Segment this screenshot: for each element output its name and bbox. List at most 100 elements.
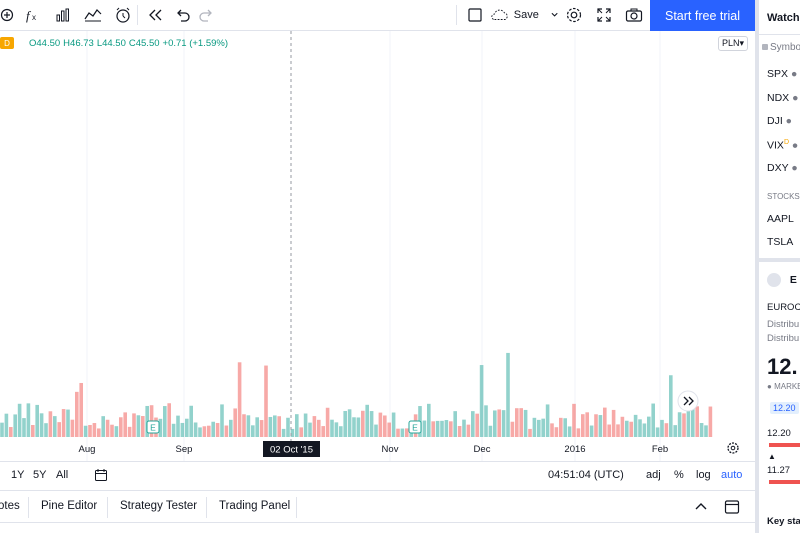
interval-badge[interactable]: D bbox=[0, 37, 14, 49]
volume-bar bbox=[268, 416, 273, 437]
volume-bar bbox=[242, 414, 246, 437]
volume-bar bbox=[198, 427, 202, 437]
range-all[interactable]: All bbox=[56, 469, 69, 481]
range-5y[interactable]: 5Y bbox=[33, 469, 47, 481]
time-tick-label: Aug bbox=[79, 444, 96, 455]
ohlc-change: +0.71 (+1.59%) bbox=[162, 37, 229, 49]
undo-icon[interactable] bbox=[170, 3, 196, 27]
chevron-down-icon bbox=[551, 12, 558, 17]
volume-bar bbox=[501, 410, 506, 437]
chart-pane[interactable]: 60.0058.0056.0054.0052.0050.0048.0046.00… bbox=[0, 31, 755, 461]
ohlc-open: O44.50 bbox=[29, 37, 61, 49]
watch-symbol-tsla[interactable]: TSLA bbox=[767, 236, 793, 248]
bar-chart-icon[interactable] bbox=[50, 3, 76, 27]
watchlist-title[interactable]: Watchl bbox=[767, 12, 800, 24]
fullscreen-square-icon[interactable] bbox=[462, 3, 488, 27]
compare-icon[interactable] bbox=[0, 3, 20, 27]
volume-bar bbox=[343, 410, 347, 437]
volume-bar bbox=[70, 419, 75, 437]
axis-settings-gear-icon bbox=[727, 442, 739, 454]
volume-bar bbox=[563, 418, 567, 437]
stocks-section-header[interactable]: STOCKS bbox=[767, 192, 800, 201]
ohlc-close: C45.50 bbox=[128, 37, 160, 49]
volume-bar bbox=[581, 414, 585, 437]
range-1y[interactable]: 1Y bbox=[11, 469, 25, 481]
redo-icon[interactable] bbox=[193, 3, 219, 27]
maximize-panel-icon[interactable] bbox=[724, 499, 740, 518]
save-button[interactable]: Save bbox=[490, 3, 558, 27]
volume-bar bbox=[119, 417, 123, 437]
volume-bar bbox=[497, 409, 501, 437]
auto-toggle[interactable]: auto bbox=[721, 469, 743, 481]
volume-bar bbox=[704, 425, 708, 437]
volume-bar bbox=[435, 420, 440, 437]
utc-clock[interactable]: 04:51:04 (UTC) bbox=[548, 469, 624, 481]
camera-icon[interactable] bbox=[621, 3, 647, 27]
volume-bar bbox=[339, 426, 343, 437]
volume-bar bbox=[180, 422, 185, 437]
watch-symbol-ndx[interactable]: NDX ● bbox=[767, 92, 798, 104]
volume-bar bbox=[523, 409, 528, 437]
settings-gear-icon[interactable] bbox=[561, 3, 587, 27]
time-tick-label: Sep bbox=[176, 444, 193, 455]
tab-notes[interactable]: otes bbox=[0, 500, 20, 512]
volume-bar bbox=[598, 415, 603, 437]
templates-icon[interactable] bbox=[80, 3, 106, 27]
toolbar-divider bbox=[456, 5, 457, 25]
volume-bar bbox=[352, 417, 356, 437]
ohlc-high: H46.73 bbox=[63, 37, 94, 49]
price-chart[interactable]: 60.0058.0056.0054.0052.0050.0048.0046.00… bbox=[0, 31, 755, 461]
volume-bar bbox=[471, 411, 475, 437]
earnings-marker bbox=[408, 420, 422, 434]
volume-bar bbox=[422, 420, 427, 437]
volume-bar bbox=[255, 417, 259, 437]
svg-text:x: x bbox=[32, 13, 36, 22]
volume-bar bbox=[189, 405, 193, 437]
sidebar-divider bbox=[759, 34, 800, 35]
collapse-chevron-up-icon[interactable] bbox=[694, 501, 708, 514]
calendar-range-icon[interactable] bbox=[94, 468, 108, 485]
volume-bar bbox=[677, 412, 682, 437]
tab-pine-editor[interactable]: Pine Editor bbox=[41, 500, 98, 512]
status-dot-icon: ● bbox=[791, 162, 798, 174]
select-all-checkbox[interactable] bbox=[762, 44, 768, 50]
symbol-name: DXY bbox=[767, 162, 789, 174]
alert-clock-icon[interactable] bbox=[110, 3, 136, 27]
volume-bar bbox=[374, 424, 378, 437]
key-stats-header[interactable]: Key stat bbox=[767, 516, 800, 527]
earnings-marker-label: E bbox=[412, 423, 418, 433]
volume-bar bbox=[554, 427, 559, 437]
replay-icon[interactable] bbox=[142, 3, 168, 27]
volume-bar bbox=[35, 404, 39, 437]
watchlist-sidebar: Watchl Symbol SPX ● NDX ● DJI ● VIXD ● D… bbox=[755, 0, 800, 533]
tab-trading-panel[interactable]: Trading Panel bbox=[219, 500, 291, 512]
log-toggle[interactable]: log bbox=[696, 469, 711, 481]
watch-symbol-aapl[interactable]: AAPL bbox=[767, 213, 794, 225]
adj-toggle[interactable]: adj bbox=[646, 469, 661, 481]
watch-symbol-dxy[interactable]: DXY ● bbox=[767, 162, 798, 174]
start-free-trial-button[interactable]: Start free trial bbox=[650, 0, 755, 31]
volume-bar bbox=[321, 426, 325, 437]
watch-symbol-dji[interactable]: DJI ● bbox=[767, 115, 792, 127]
volume-bar bbox=[444, 420, 449, 437]
watch-symbol-spx[interactable]: SPX ● bbox=[767, 68, 797, 80]
currency-selector[interactable]: PLN▾ bbox=[718, 36, 749, 51]
range-high: 12.20 bbox=[767, 428, 791, 439]
volume-bar bbox=[176, 415, 180, 437]
volume-bar bbox=[233, 408, 237, 437]
watch-symbol-vix[interactable]: VIXD ● bbox=[767, 139, 798, 152]
volume-bar bbox=[110, 424, 114, 437]
delayed-badge: D bbox=[783, 139, 789, 146]
percent-toggle[interactable]: % bbox=[674, 469, 684, 481]
volume-bar bbox=[13, 414, 17, 437]
volume-bar bbox=[493, 410, 497, 437]
volume-bar bbox=[207, 425, 211, 437]
ohlc-low: L44.50 bbox=[96, 37, 126, 49]
tab-strategy-tester[interactable]: Strategy Tester bbox=[120, 500, 198, 512]
volume-bar bbox=[259, 420, 264, 437]
volume-bar bbox=[545, 404, 550, 437]
volume-bar bbox=[57, 422, 61, 437]
expand-arrows-icon[interactable] bbox=[591, 3, 617, 27]
volume-bar bbox=[528, 428, 532, 437]
